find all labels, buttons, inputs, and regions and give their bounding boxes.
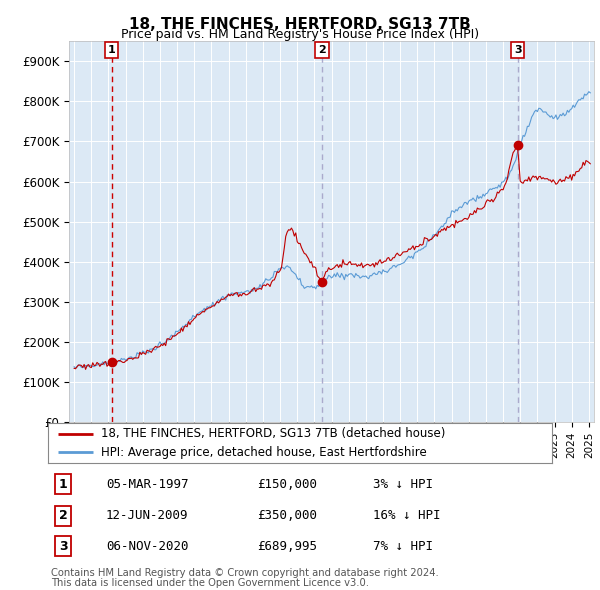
Text: Contains HM Land Registry data © Crown copyright and database right 2024.: Contains HM Land Registry data © Crown c… bbox=[51, 568, 439, 578]
Text: 1: 1 bbox=[59, 478, 67, 491]
Text: 06-NOV-2020: 06-NOV-2020 bbox=[106, 540, 188, 553]
Text: 1: 1 bbox=[107, 45, 115, 55]
Text: Price paid vs. HM Land Registry's House Price Index (HPI): Price paid vs. HM Land Registry's House … bbox=[121, 28, 479, 41]
Text: 2: 2 bbox=[59, 509, 67, 522]
Text: 05-MAR-1997: 05-MAR-1997 bbox=[106, 478, 188, 491]
Text: £350,000: £350,000 bbox=[257, 509, 317, 522]
Text: £689,995: £689,995 bbox=[257, 540, 317, 553]
Text: 3% ↓ HPI: 3% ↓ HPI bbox=[373, 478, 433, 491]
Text: 2: 2 bbox=[318, 45, 326, 55]
Text: 12-JUN-2009: 12-JUN-2009 bbox=[106, 509, 188, 522]
Text: 18, THE FINCHES, HERTFORD, SG13 7TB: 18, THE FINCHES, HERTFORD, SG13 7TB bbox=[129, 17, 471, 31]
Text: 18, THE FINCHES, HERTFORD, SG13 7TB (detached house): 18, THE FINCHES, HERTFORD, SG13 7TB (det… bbox=[101, 427, 445, 440]
Text: This data is licensed under the Open Government Licence v3.0.: This data is licensed under the Open Gov… bbox=[51, 578, 369, 588]
Text: 3: 3 bbox=[59, 540, 67, 553]
Text: HPI: Average price, detached house, East Hertfordshire: HPI: Average price, detached house, East… bbox=[101, 446, 427, 459]
Text: 16% ↓ HPI: 16% ↓ HPI bbox=[373, 509, 440, 522]
Text: 3: 3 bbox=[514, 45, 521, 55]
Text: £150,000: £150,000 bbox=[257, 478, 317, 491]
Text: 7% ↓ HPI: 7% ↓ HPI bbox=[373, 540, 433, 553]
